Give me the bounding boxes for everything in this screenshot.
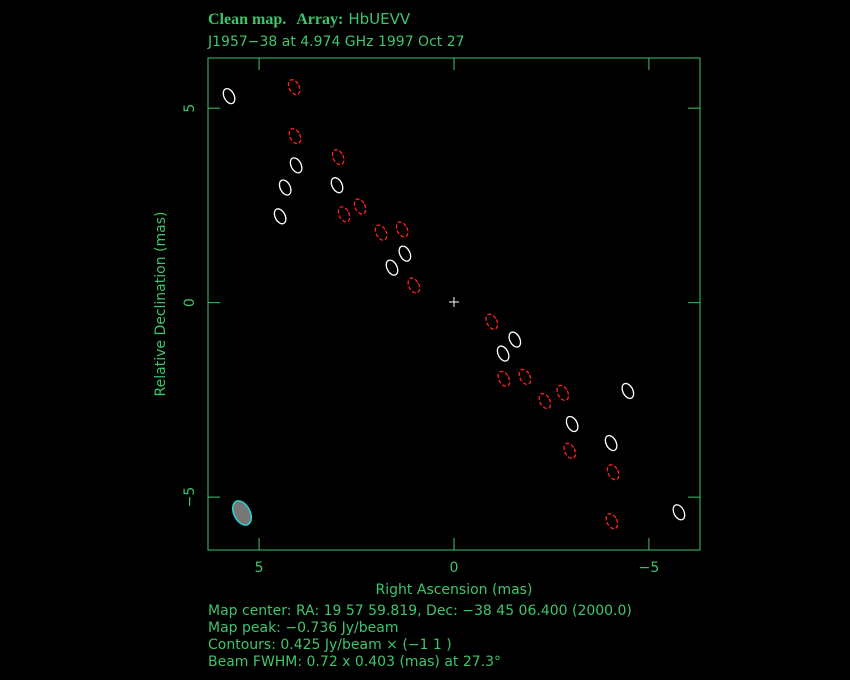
contour [563, 442, 577, 459]
contour [273, 208, 287, 225]
y-tick-label: 0 [182, 298, 198, 307]
contour [606, 464, 620, 481]
contour [395, 221, 409, 238]
chart-title: Clean map. Array: HbUEVV [208, 10, 411, 28]
contour [604, 434, 618, 452]
footer-note: Map peak: −0.736 Jy/beam [208, 620, 398, 636]
footer-note: Map center: RA: 19 57 59.819, Dec: −38 4… [208, 603, 632, 619]
x-axis-label: Right Ascension (mas) [376, 582, 533, 598]
contour [497, 370, 511, 388]
contour [222, 87, 236, 105]
contour [496, 345, 510, 362]
x-tick-label: 5 [255, 560, 264, 576]
contour [508, 331, 522, 348]
contour [407, 277, 421, 294]
contour [337, 206, 351, 223]
contour [556, 384, 570, 402]
chart-subtitle: J1957−38 at 4.974 GHz 1997 Oct 27 [207, 34, 465, 50]
contour [621, 382, 635, 400]
footer-note: Beam FWHM: 0.72 x 0.403 (mas) at 27.3° [208, 654, 501, 670]
beam [231, 500, 253, 526]
contour [353, 198, 367, 215]
y-tick-label: −5 [182, 487, 198, 508]
x-tick-label: −5 [639, 560, 660, 576]
y-tick-label: 5 [182, 104, 198, 113]
contour [331, 149, 345, 166]
contour [287, 79, 301, 96]
y-axis-label: Relative Declination (mas) [153, 212, 169, 397]
x-tick-label: 0 [450, 560, 459, 576]
title-part: Array: [296, 11, 343, 28]
contour [278, 179, 292, 196]
contour [288, 128, 302, 145]
contour [289, 157, 303, 174]
contour [538, 392, 552, 410]
contour [565, 415, 579, 433]
footer-note: Contours: 0.425 Jy/beam × (−1 1 ) [208, 637, 452, 653]
contour [374, 224, 388, 241]
contour [672, 504, 686, 521]
title-part: Clean map. [208, 11, 286, 28]
contour [330, 177, 344, 194]
title-part: HbUEVV [348, 10, 411, 28]
contour [485, 313, 499, 330]
contour [385, 259, 399, 276]
contour [605, 513, 619, 530]
contour [518, 368, 532, 386]
contour [398, 245, 412, 262]
